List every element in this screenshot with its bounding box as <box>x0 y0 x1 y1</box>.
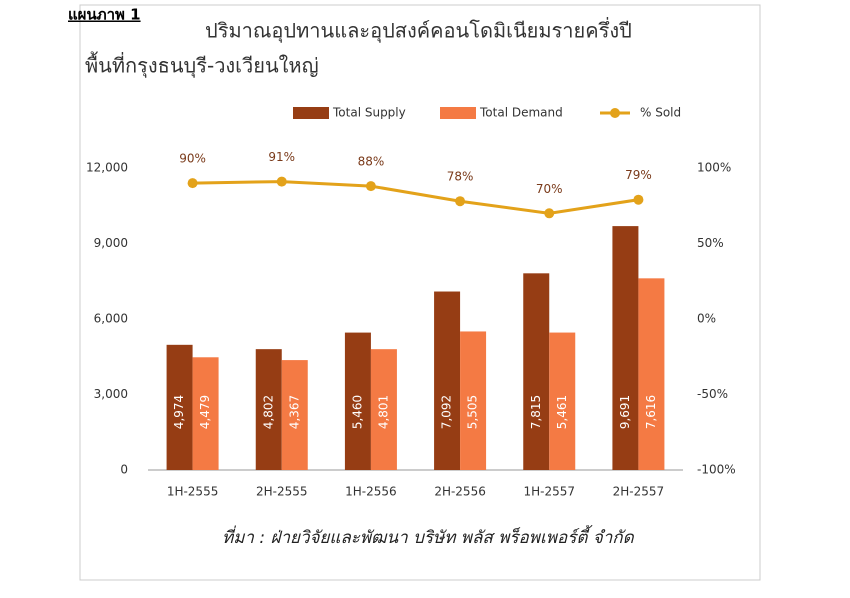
line <box>192 180 639 215</box>
y-tick-label: 0 <box>120 463 128 477</box>
bar-label: 4,801 <box>376 395 390 429</box>
line-label: 79% <box>625 168 652 182</box>
legend-label: % Sold <box>640 106 681 120</box>
bar-label: 5,461 <box>555 395 569 429</box>
legend-swatch <box>293 107 329 119</box>
legend-label: Total Supply <box>332 106 406 120</box>
bar-label: 4,974 <box>172 395 186 429</box>
y2-tick-label: 50% <box>697 236 724 250</box>
y2-tick-label: -100% <box>697 463 736 477</box>
bar <box>638 278 665 470</box>
line-label: 91% <box>268 150 295 164</box>
legend-swatch <box>440 107 476 119</box>
bar-label: 4,802 <box>261 395 275 429</box>
bar <box>434 291 461 470</box>
bar <box>166 344 193 470</box>
bar <box>549 332 576 470</box>
bar-label: 4,367 <box>287 395 301 429</box>
line-label: 78% <box>447 170 474 184</box>
line-marker <box>544 208 555 219</box>
line-marker <box>455 196 466 207</box>
legend-label: Total Demand <box>479 106 563 120</box>
bar <box>344 332 371 470</box>
y-tick-label: 9,000 <box>94 236 128 250</box>
line-label: 90% <box>179 152 206 166</box>
line-marker <box>276 176 287 187</box>
bar <box>255 349 282 470</box>
bar <box>612 226 639 470</box>
source: ที่มา : ฝ่ายวิจัยและพัฒนา บริษัท พลัส พร… <box>222 524 635 548</box>
x-tick-label: 1H-2557 <box>523 485 575 499</box>
y2-tick-label: 0% <box>697 312 716 326</box>
bar <box>370 349 397 470</box>
y-tick-label: 6,000 <box>94 312 128 326</box>
line-label: 70% <box>536 182 563 196</box>
chart-subtitle: พื้นที่กรุงธนบุรี-วงเวียนใหญ่ <box>85 52 319 79</box>
bar-label: 4,479 <box>198 395 212 429</box>
line-label: 88% <box>358 155 385 169</box>
bar <box>460 331 487 470</box>
legend-marker <box>610 108 620 118</box>
bar <box>281 360 308 470</box>
line-marker <box>365 181 376 192</box>
y2-tick-label: -50% <box>697 387 728 401</box>
x-tick-label: 2H-2555 <box>256 485 308 499</box>
bar-label: 7,616 <box>644 395 658 429</box>
bar-label: 5,460 <box>350 395 364 429</box>
x-tick-label: 2H-2557 <box>613 485 665 499</box>
x-tick-label: 1H-2555 <box>167 485 219 499</box>
bar-label: 9,691 <box>618 395 632 429</box>
bar <box>192 357 219 470</box>
y-tick-label: 3,000 <box>94 387 128 401</box>
bar-label: 7,815 <box>529 395 543 429</box>
bar <box>523 273 550 470</box>
bar-label: 5,505 <box>466 395 480 429</box>
y-tick-label: 12,000 <box>86 161 128 175</box>
figure-label: แผนภาพ 1 <box>68 6 141 24</box>
chart-title: ปริมาณอุปทานและอุปสงค์คอนโดมิเนียมรายครึ… <box>205 17 632 44</box>
line-marker <box>633 194 644 205</box>
bar-label: 7,092 <box>440 395 454 429</box>
x-tick-label: 2H-2556 <box>434 485 486 499</box>
y2-tick-label: 100% <box>697 161 731 175</box>
x-tick-label: 1H-2556 <box>345 485 397 499</box>
line-marker <box>187 178 198 189</box>
